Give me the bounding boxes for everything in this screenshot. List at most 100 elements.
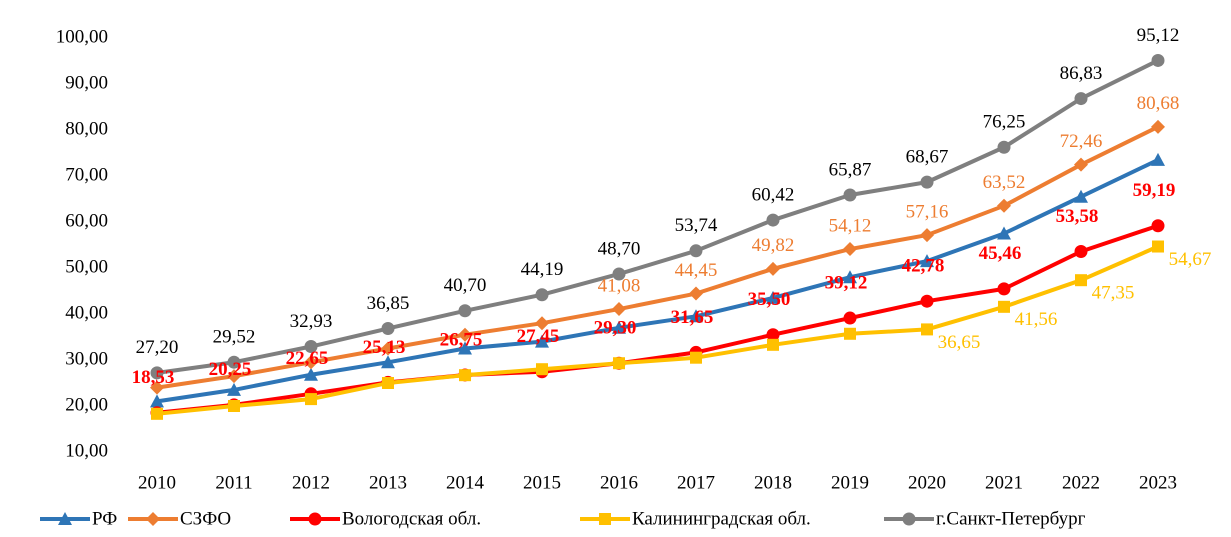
point: [612, 320, 626, 334]
point: [843, 270, 857, 284]
data-label: 42,78: [902, 256, 945, 277]
point: [536, 363, 548, 376]
point: [766, 290, 780, 304]
data-label: 59,19: [1133, 180, 1176, 201]
y-tick-label: 40,00: [65, 302, 108, 323]
series-line: [156, 58, 1159, 375]
point: [381, 341, 395, 356]
point: [150, 380, 164, 395]
series-line: [156, 158, 1159, 404]
legend-marker: [58, 512, 72, 525]
point: [920, 175, 934, 189]
data-label: 53,58: [1056, 206, 1099, 227]
point: [843, 188, 857, 202]
point: [1151, 152, 1165, 166]
x-tick-label: 2011: [215, 472, 252, 493]
legend-label: РФ: [92, 508, 117, 529]
point: [227, 382, 241, 396]
point: [612, 267, 626, 281]
data-label: 26,75: [440, 329, 483, 350]
series-line: [156, 244, 1159, 416]
x-tick-label: 2023: [1139, 472, 1177, 493]
data-label: 31,65: [671, 307, 714, 328]
y-tick-label: 90,00: [65, 72, 108, 93]
x-tick-label: 2014: [446, 472, 485, 493]
legend-label: Калининградская обл.: [632, 508, 811, 529]
point: [535, 316, 549, 331]
point: [304, 367, 318, 381]
x-tick-label: 2022: [1062, 472, 1100, 493]
x-tick-label: 2017: [677, 472, 715, 493]
y-tick-label: 60,00: [65, 210, 108, 231]
data-label: 45,46: [979, 243, 1022, 264]
legend-item: РФ: [40, 508, 117, 529]
legend-label: г.Санкт-Петербург: [936, 508, 1086, 529]
data-label: 47,35: [1092, 283, 1135, 304]
point: [535, 334, 549, 348]
data-label: 80,68: [1137, 93, 1180, 114]
point: [227, 355, 241, 369]
data-label: 65,87: [829, 159, 872, 180]
point: [1152, 240, 1164, 253]
point: [998, 300, 1010, 313]
x-tick-label: 2016: [600, 472, 638, 493]
data-label: 54,67: [1169, 249, 1212, 270]
data-label: 36,85: [367, 293, 410, 314]
x-tick-label: 2013: [369, 472, 407, 493]
point: [458, 304, 472, 318]
series-line: [156, 125, 1159, 390]
legend-label: Вологодская обл.: [342, 508, 481, 529]
point: [151, 407, 163, 420]
data-label: 76,25: [983, 112, 1026, 133]
point: [767, 338, 779, 351]
point: [228, 400, 240, 412]
point: [843, 311, 857, 325]
data-label: 57,16: [906, 201, 949, 222]
legend-marker: [599, 513, 611, 525]
point: [997, 282, 1011, 296]
point: [612, 302, 626, 317]
point: [1074, 189, 1088, 203]
point: [150, 394, 164, 408]
x-tick-label: 2020: [908, 472, 946, 493]
data-label: 29,52: [213, 327, 256, 348]
point: [843, 242, 857, 257]
point: [997, 226, 1011, 240]
y-tick-label: 80,00: [65, 118, 108, 139]
point: [689, 309, 703, 323]
data-label: 39,12: [825, 272, 868, 293]
point: [920, 228, 934, 243]
legend-label: СЗФО: [180, 508, 231, 529]
series-line: [156, 223, 1159, 415]
point: [382, 377, 394, 389]
point: [304, 355, 318, 370]
x-tick-label: 2018: [754, 472, 792, 493]
legend-marker: [308, 512, 322, 526]
legend-item: Вологодская обл.: [290, 508, 481, 529]
x-tick-label: 2021: [985, 472, 1023, 493]
data-label: 27,45: [517, 326, 560, 347]
data-label: 22,65: [286, 348, 329, 369]
legend-marker: [902, 512, 916, 526]
point: [1151, 119, 1165, 134]
legend-item: г.Санкт-Петербург: [884, 508, 1086, 529]
point: [1074, 157, 1088, 172]
point: [766, 328, 780, 342]
legend-item: Калининградская обл.: [580, 508, 811, 529]
x-tick-label: 2015: [523, 472, 561, 493]
y-tick-label: 30,00: [65, 348, 108, 369]
data-label: 68,67: [906, 146, 949, 167]
point: [921, 323, 933, 336]
point: [844, 327, 856, 340]
data-label: 72,46: [1060, 131, 1103, 152]
point: [997, 198, 1011, 213]
point: [458, 327, 472, 342]
point: [689, 244, 703, 258]
point: [458, 341, 472, 355]
point: [766, 213, 780, 227]
data-label: 60,42: [752, 184, 795, 205]
data-label: 25,13: [363, 337, 406, 358]
point: [690, 351, 702, 364]
legend-item: СЗФО: [128, 508, 231, 529]
